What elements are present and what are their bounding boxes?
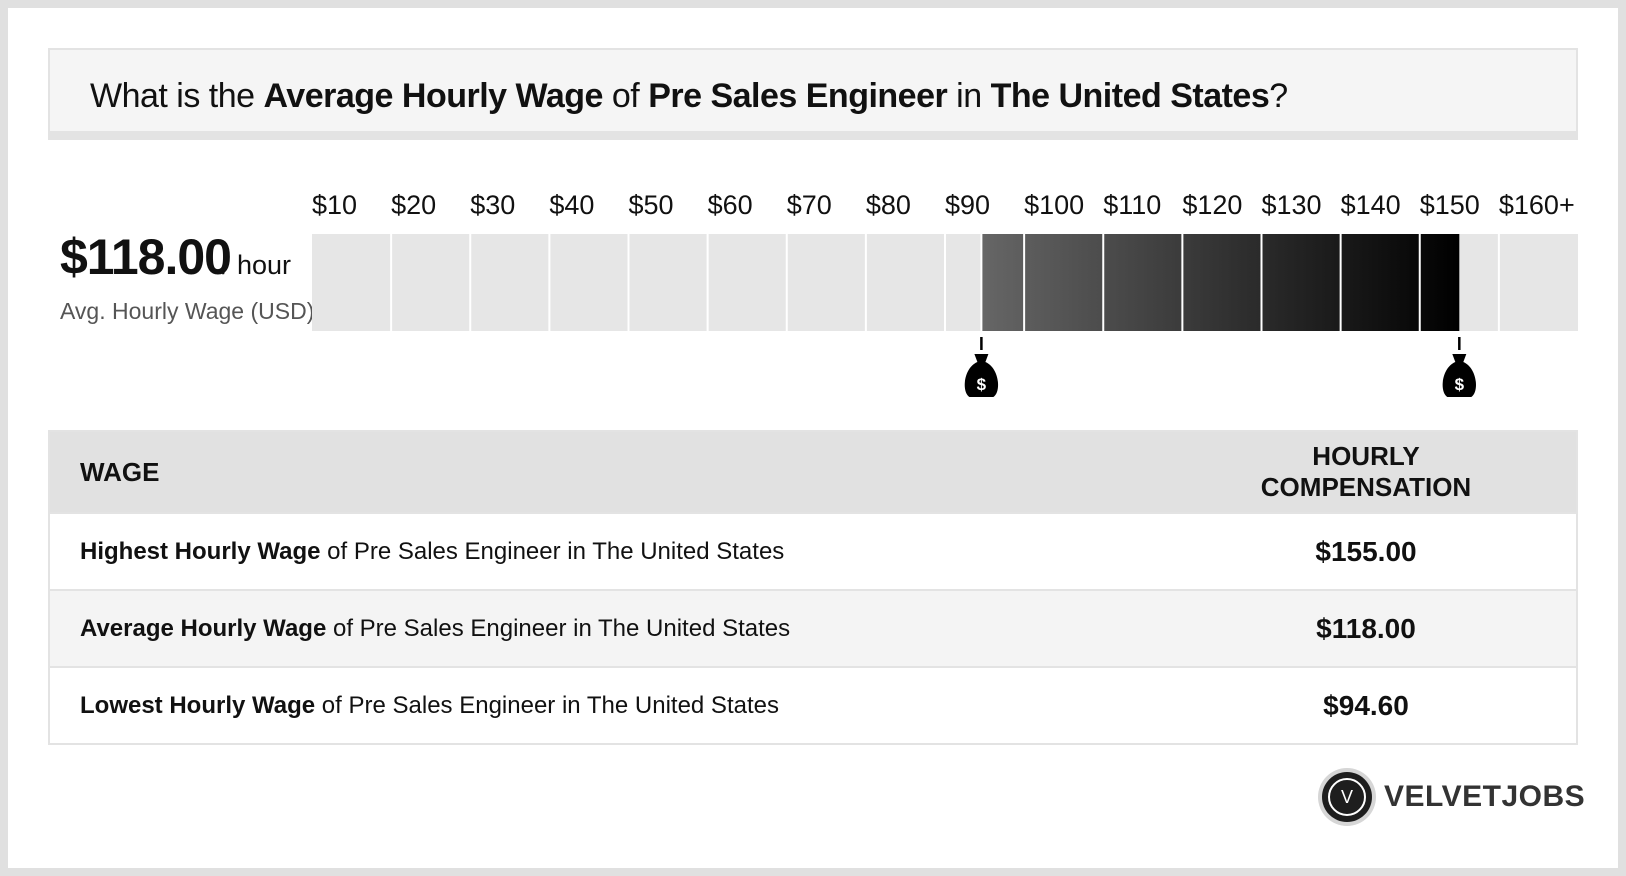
average-wage-caption: Avg. Hourly Wage (USD) bbox=[60, 298, 315, 324]
brand-name: VELVETJOBS bbox=[1384, 780, 1586, 813]
tick-label: $160+ bbox=[1499, 190, 1575, 220]
title-part: in bbox=[947, 77, 991, 115]
title-bold: Pre Sales Engineer bbox=[648, 77, 948, 115]
tick-label: $20 bbox=[391, 190, 436, 220]
tick-label: $80 bbox=[866, 190, 911, 220]
row-label-bold: Highest Hourly Wage bbox=[80, 537, 321, 565]
tick-label: $90 bbox=[945, 190, 990, 220]
title-bold: The United States bbox=[990, 77, 1270, 115]
page-title: What is the Average Hourly Wage of Pre S… bbox=[48, 48, 1578, 140]
row-value: $155.00 bbox=[1315, 535, 1417, 567]
row-value: $118.00 bbox=[1316, 612, 1416, 644]
money-bag-symbol: $ bbox=[1455, 375, 1465, 394]
velvetjobs-brand[interactable]: V VELVETJOBS bbox=[1322, 772, 1585, 822]
row-value: $94.60 bbox=[1323, 689, 1409, 721]
wage-range-chart: $10 $20 $30 $40 $50 $60 $70 $80 $90 $100 $110 $120 $… bbox=[312, 190, 1578, 397]
tick-label: $60 bbox=[708, 190, 753, 220]
tick-label: $140 bbox=[1341, 190, 1401, 220]
row-label-rest: of Pre Sales Engineer in The United Stat… bbox=[320, 537, 785, 565]
wage-table: WAGE HOURLY COMPENSATION Highest Hourly … bbox=[48, 430, 1578, 745]
tick-label: $110 bbox=[1103, 190, 1161, 220]
money-bag-symbol: $ bbox=[977, 375, 987, 394]
table-row-highest: Highest Hourly Wage of Pre Sales Enginee… bbox=[50, 512, 1576, 589]
tick-label: $10 bbox=[312, 190, 357, 220]
title-part: ? bbox=[1269, 77, 1288, 115]
header-wage: WAGE bbox=[80, 456, 160, 487]
row-label-rest: of Pre Sales Engineer in The United Stat… bbox=[315, 691, 779, 719]
money-bag-shape bbox=[964, 354, 999, 397]
row-label: Lowest Hourly Wage of Pre Sales Engineer… bbox=[50, 692, 1226, 720]
average-wage-unit: / hour bbox=[222, 250, 292, 280]
row-label: Highest Hourly Wage of Pre Sales Enginee… bbox=[50, 538, 1226, 566]
tick-label: $50 bbox=[629, 190, 674, 220]
low-wage-marker-icon: $ bbox=[964, 337, 999, 397]
table-header: WAGE HOURLY COMPENSATION bbox=[50, 432, 1576, 512]
tick-label: $150 bbox=[1420, 190, 1480, 220]
logo-letter: V bbox=[1328, 778, 1366, 816]
row-label-rest: of Pre Sales Engineer in The United Stat… bbox=[326, 614, 791, 642]
tick-label: $70 bbox=[787, 190, 832, 220]
title-part: What is the bbox=[90, 77, 264, 115]
row-label-bold: Lowest Hourly Wage bbox=[80, 691, 316, 719]
table-row-lowest: Lowest Hourly Wage of Pre Sales Engineer… bbox=[50, 666, 1576, 743]
tick-label: $130 bbox=[1262, 190, 1322, 220]
title-bold: Average Hourly Wage bbox=[263, 77, 604, 115]
tick-label: $100 bbox=[1024, 190, 1084, 220]
header-compensation: HOURLY COMPENSATION bbox=[1260, 441, 1472, 502]
row-label-bold: Average Hourly Wage bbox=[80, 614, 327, 642]
money-bag-shape bbox=[1442, 354, 1476, 397]
tick-label: $30 bbox=[470, 190, 515, 220]
title-part: of bbox=[602, 77, 649, 115]
table-row-average: Average Hourly Wage of Pre Sales Enginee… bbox=[50, 589, 1576, 666]
tick-label: $120 bbox=[1182, 190, 1242, 220]
row-label: Average Hourly Wage of Pre Sales Enginee… bbox=[50, 615, 1226, 643]
wage-range-bar bbox=[981, 234, 1460, 331]
velvetjobs-v-icon: V bbox=[1322, 772, 1372, 822]
tick-label: $40 bbox=[549, 190, 594, 220]
high-wage-marker-icon: $ bbox=[1442, 337, 1476, 397]
average-wage-value: $118.00 bbox=[60, 229, 232, 285]
